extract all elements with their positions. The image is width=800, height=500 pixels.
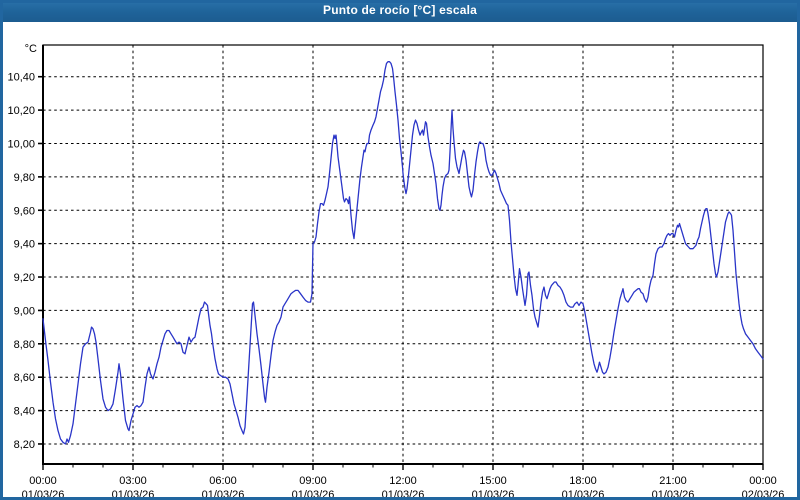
tick-marks xyxy=(38,75,764,470)
y-tick-label: 9,60 xyxy=(14,205,35,217)
dew-point-series-line xyxy=(42,61,764,445)
x-tick-time-label: 15:00 xyxy=(479,475,507,487)
y-tick-label: 8,20 xyxy=(14,439,35,451)
x-tick-time-label: 00:00 xyxy=(749,475,777,487)
plot-area: 8,20 8,40 8,60 8,80 9,00 9,20 9,40 9,60 9,80 10,0… xyxy=(3,22,797,500)
y-tick-label: 10,20 xyxy=(7,105,35,117)
y-tick-label: 9,40 xyxy=(14,239,35,251)
chart-canvas: 8,20 8,40 8,60 8,80 9,00 9,20 9,40 9,60 9,80 10,0… xyxy=(7,43,785,500)
y-tick-label: 10,40 xyxy=(7,72,35,84)
x-tick-date-label: 01/03/26 xyxy=(202,489,245,500)
x-tick-date-label: 01/03/26 xyxy=(472,489,515,500)
x-tick-time-label: 00:00 xyxy=(29,475,57,487)
x-tick-date-label: 01/03/26 xyxy=(292,489,335,500)
y-axis-unit-label: °C xyxy=(25,43,37,55)
x-tick-date-label: 01/03/26 xyxy=(22,489,65,500)
y-tick-label: 8,60 xyxy=(14,372,35,384)
x-tick-time-label: 18:00 xyxy=(569,475,597,487)
y-tick-label: 8,40 xyxy=(14,406,35,418)
gridlines xyxy=(43,45,763,464)
x-tick-date-label: 01/03/26 xyxy=(652,489,695,500)
x-tick-date-label: 01/03/26 xyxy=(112,489,155,500)
y-tick-label: 9,00 xyxy=(14,305,35,317)
series xyxy=(42,61,764,445)
y-tick-label: 10,00 xyxy=(7,138,35,150)
x-tick-time-label: 21:00 xyxy=(659,475,687,487)
x-tick-date-label: 02/03/26 xyxy=(742,489,785,500)
x-tick-date-label: 01/03/26 xyxy=(382,489,425,500)
y-tick-label: 8,80 xyxy=(14,339,35,351)
axis-labels: 8,20 8,40 8,60 8,80 9,00 9,20 9,40 9,60 9,80 10,0… xyxy=(7,43,785,500)
x-tick-time-label: 03:00 xyxy=(119,475,147,487)
x-tick-time-label: 09:00 xyxy=(299,475,327,487)
chart-title: Punto de rocío [°C] escala xyxy=(322,3,478,17)
x-tick-time-label: 06:00 xyxy=(209,475,237,487)
y-tick-label: 9,20 xyxy=(14,272,35,284)
x-tick-date-label: 01/03/26 xyxy=(562,489,605,500)
title-bar: Punto de rocío [°C] escala xyxy=(3,3,797,23)
y-tick-label: 9,80 xyxy=(14,172,35,184)
x-tick-time-label: 12:00 xyxy=(389,475,417,487)
